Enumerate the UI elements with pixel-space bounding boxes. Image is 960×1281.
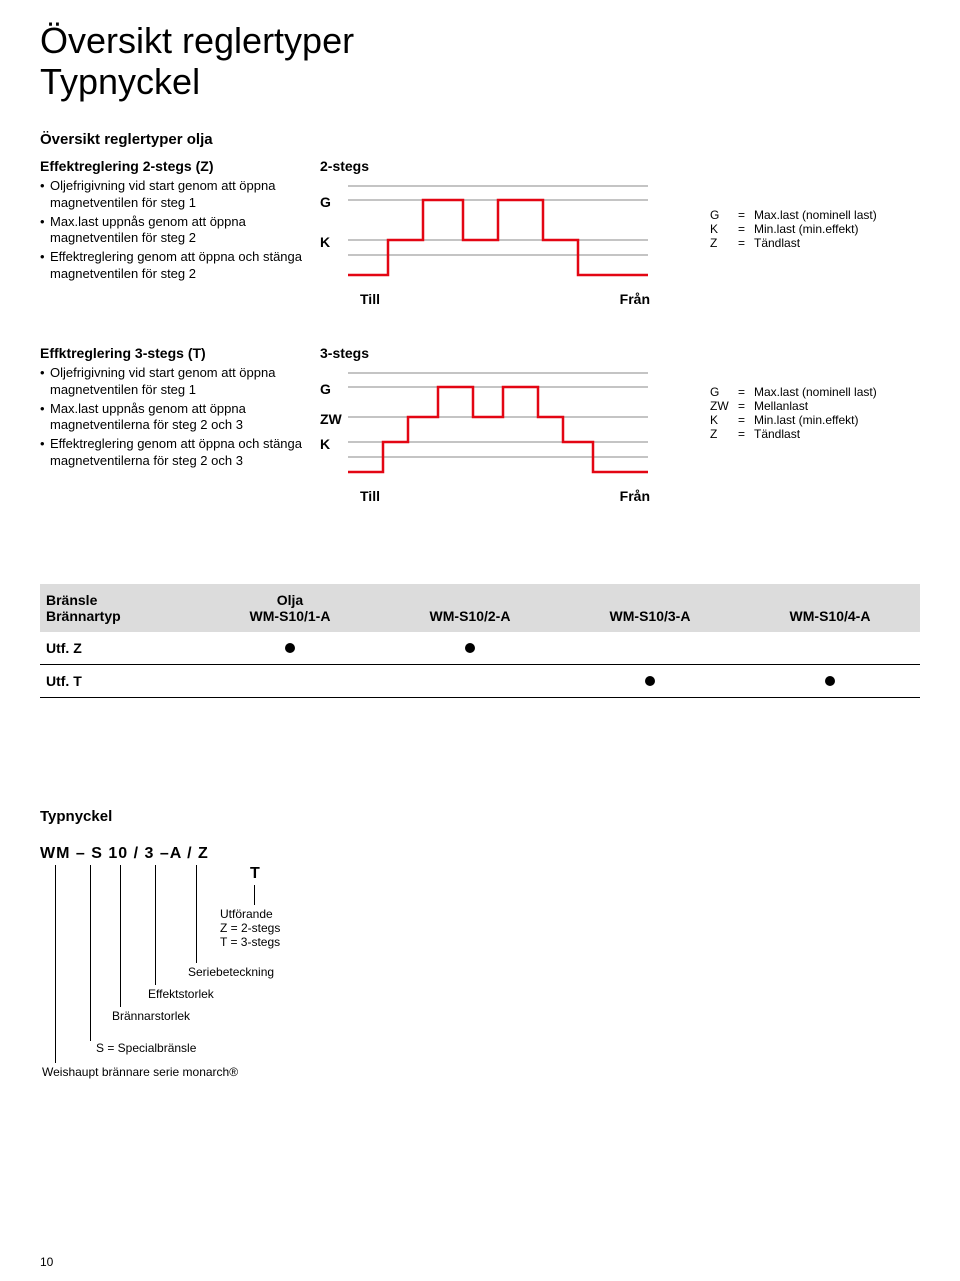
- legend-val: Max.last (nominell last): [754, 208, 877, 222]
- typnyckel-title: Typnyckel: [40, 808, 920, 825]
- legend-1: G=Max.last (nominell last) K=Min.last (m…: [700, 158, 920, 250]
- legend-val: Mellanlast: [754, 399, 808, 413]
- y-label-k: K: [320, 436, 330, 452]
- table-cell: [200, 664, 380, 697]
- legend-eq: =: [738, 385, 754, 399]
- row-label: Utf. T: [40, 664, 200, 697]
- th-bransle: Bränsle: [46, 592, 194, 608]
- y-label-g: G: [320, 381, 331, 397]
- legend-eq: =: [738, 236, 754, 250]
- list-item: Max.last uppnås genom att öppna magnetve…: [40, 401, 302, 435]
- x-label-till: Till: [360, 488, 380, 504]
- sec2-bullets: Oljefrigivning vid start genom att öppna…: [40, 365, 302, 470]
- legend-eq: =: [738, 208, 754, 222]
- table-row: Utf. T: [40, 664, 920, 697]
- th-col-1: WM-S10/2-A: [386, 608, 554, 624]
- legend-val: Tändlast: [754, 427, 800, 441]
- x-label-till: Till: [360, 291, 380, 307]
- tn-spec: S = Specialbränsle: [96, 1041, 196, 1055]
- title-line-1: Översikt reglertyper: [40, 20, 354, 61]
- tn-brann: Brännarstorlek: [112, 1009, 190, 1023]
- chart2-title: 3-stegs: [320, 345, 700, 361]
- table-row: Utf. Z: [40, 632, 920, 665]
- burner-table: Bränsle Brännartyp Olja WM-S10/1-A WM-S1…: [40, 584, 920, 698]
- legend-eq: =: [738, 222, 754, 236]
- tn-serie: Seriebeteckning: [188, 965, 274, 979]
- th-col-2: WM-S10/3-A: [566, 608, 734, 624]
- section-2stegs: Effektreglering 2-stegs (Z) Oljefrigivni…: [40, 158, 920, 307]
- legend-key: K: [710, 413, 738, 427]
- table-cell: [740, 664, 920, 697]
- th-olja: Olja: [206, 592, 374, 608]
- th-col-3: WM-S10/4-A: [746, 608, 914, 624]
- legend-key: G: [710, 208, 738, 222]
- y-label-g: G: [320, 194, 331, 210]
- tn-weishaupt: Weishaupt brännare serie monarch®: [42, 1065, 238, 1079]
- legend-key: Z: [710, 236, 738, 250]
- sec1-heading: Effektreglering 2-stegs (Z): [40, 158, 302, 174]
- list-item: Effektreglering genom att öppna och stän…: [40, 249, 302, 283]
- page-title: Översikt reglertyper Typnyckel: [40, 20, 920, 103]
- legend-eq: =: [738, 427, 754, 441]
- th-col-0: WM-S10/1-A: [206, 608, 374, 624]
- list-item: Max.last uppnås genom att öppna magnetve…: [40, 214, 302, 248]
- legend-key: K: [710, 222, 738, 236]
- tn-utforande: Utförande Z = 2-stegs T = 3-stegs: [220, 907, 280, 949]
- typnyckel-code: WM – S 10 / 3 –A / Z: [40, 845, 209, 863]
- section-3stegs: Effktreglering 3-stegs (T) Oljefrigivnin…: [40, 345, 920, 504]
- sec2-heading: Effktreglering 3-stegs (T): [40, 345, 302, 361]
- legend-key: ZW: [710, 399, 738, 413]
- legend-key: Z: [710, 427, 738, 441]
- tn-utf-t: T = 3-stegs: [220, 935, 280, 949]
- legend-2: G=Max.last (nominell last) ZW=Mellanlast…: [700, 345, 920, 441]
- tn-utf-label: Utförande: [220, 907, 280, 921]
- table-cell: [560, 664, 740, 697]
- table-cell: [380, 664, 560, 697]
- tn-code-main: WM – S 10 / 3 –A / Z: [40, 845, 209, 862]
- table-cell: [560, 632, 740, 665]
- legend-key: G: [710, 385, 738, 399]
- row-label: Utf. Z: [40, 632, 200, 665]
- chart1-svg: [348, 180, 678, 280]
- legend-val: Min.last (min.effekt): [754, 222, 858, 236]
- page-number: 10: [40, 1255, 53, 1269]
- list-item: Effektreglering genom att öppna och stän…: [40, 436, 302, 470]
- chart-2stegs: G K Till Från: [320, 180, 700, 307]
- y-label-k: K: [320, 234, 330, 250]
- title-line-2: Typnyckel: [40, 61, 200, 102]
- tn-utf-z: Z = 2-stegs: [220, 921, 280, 935]
- x-label-fran: Från: [620, 488, 650, 504]
- table-cell: [380, 632, 560, 665]
- legend-val: Min.last (min.effekt): [754, 413, 858, 427]
- table-cell: [740, 632, 920, 665]
- legend-eq: =: [738, 399, 754, 413]
- chart1-title: 2-stegs: [320, 158, 700, 174]
- legend-eq: =: [738, 413, 754, 427]
- x-label-fran: Från: [620, 291, 650, 307]
- legend-val: Max.last (nominell last): [754, 385, 877, 399]
- overview-heading: Översikt reglertyper olja: [40, 131, 920, 148]
- chart2-svg: [348, 367, 678, 477]
- sec1-bullets: Oljefrigivning vid start genom att öppna…: [40, 178, 302, 283]
- typnyckel-code-t: T: [250, 865, 261, 883]
- typnyckel-section: Typnyckel WM – S 10 / 3 –A / Z T Utföran…: [40, 808, 920, 1075]
- tn-eff: Effektstorlek: [148, 987, 214, 1001]
- table-cell: [200, 632, 380, 665]
- list-item: Oljefrigivning vid start genom att öppna…: [40, 178, 302, 212]
- chart-3stegs: G ZW K Till Från: [320, 367, 700, 504]
- y-label-zw: ZW: [320, 411, 342, 427]
- th-brannartyp: Brännartyp: [46, 608, 194, 624]
- legend-val: Tändlast: [754, 236, 800, 250]
- list-item: Oljefrigivning vid start genom att öppna…: [40, 365, 302, 399]
